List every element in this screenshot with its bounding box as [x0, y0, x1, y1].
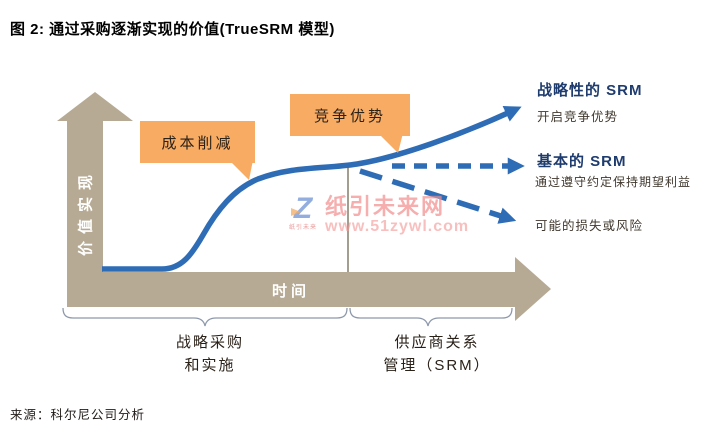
- phase1-brace: [62, 307, 348, 327]
- phase2-line1: 供应商关系: [394, 334, 480, 351]
- time-axis-arrow: [67, 272, 515, 307]
- cost-reduction-label: 成本削减: [161, 134, 234, 152]
- risk-dashed-arrow: [359, 168, 517, 224]
- cost-reduction-callout: 成本削减: [140, 121, 255, 163]
- advantage-callout-tail: [378, 133, 403, 153]
- value-axis-arrowhead: [57, 92, 133, 121]
- phase1-label: 战略采购 和实施: [130, 331, 290, 377]
- phase1-line2: 和实施: [184, 357, 236, 374]
- basic-srm-heading: 基本的 SRM: [537, 153, 627, 170]
- basic-srm-desc: 通过遵守约定保持期望利益: [535, 175, 692, 189]
- competitive-advantage-callout: 竞争优势: [290, 94, 410, 136]
- source-note: 来源：科尔尼公司分析: [10, 408, 146, 422]
- competitive-advantage-label: 竞争优势: [313, 107, 386, 125]
- value-curve-strategic-arrow: [102, 106, 522, 272]
- risk-desc: 可能的损失或风险: [535, 219, 644, 233]
- time-axis-label: 时间: [271, 283, 310, 300]
- phase1-line1: 战略采购: [175, 334, 244, 351]
- cost-callout-tail: [229, 160, 253, 180]
- phase2-brace: [349, 307, 513, 327]
- time-axis-arrowhead: [515, 257, 551, 321]
- strategic-srm-heading: 战略性的 SRM: [537, 82, 643, 99]
- phase2-label: 供应商关系 管理（SRM）: [357, 331, 517, 377]
- strategic-srm-desc: 开启竞争优势: [537, 110, 619, 124]
- phase2-line2: 管理（SRM）: [383, 357, 491, 374]
- figure-title: 图 2: 通过采购逐渐实现的价值(TrueSRM 模型): [10, 21, 335, 38]
